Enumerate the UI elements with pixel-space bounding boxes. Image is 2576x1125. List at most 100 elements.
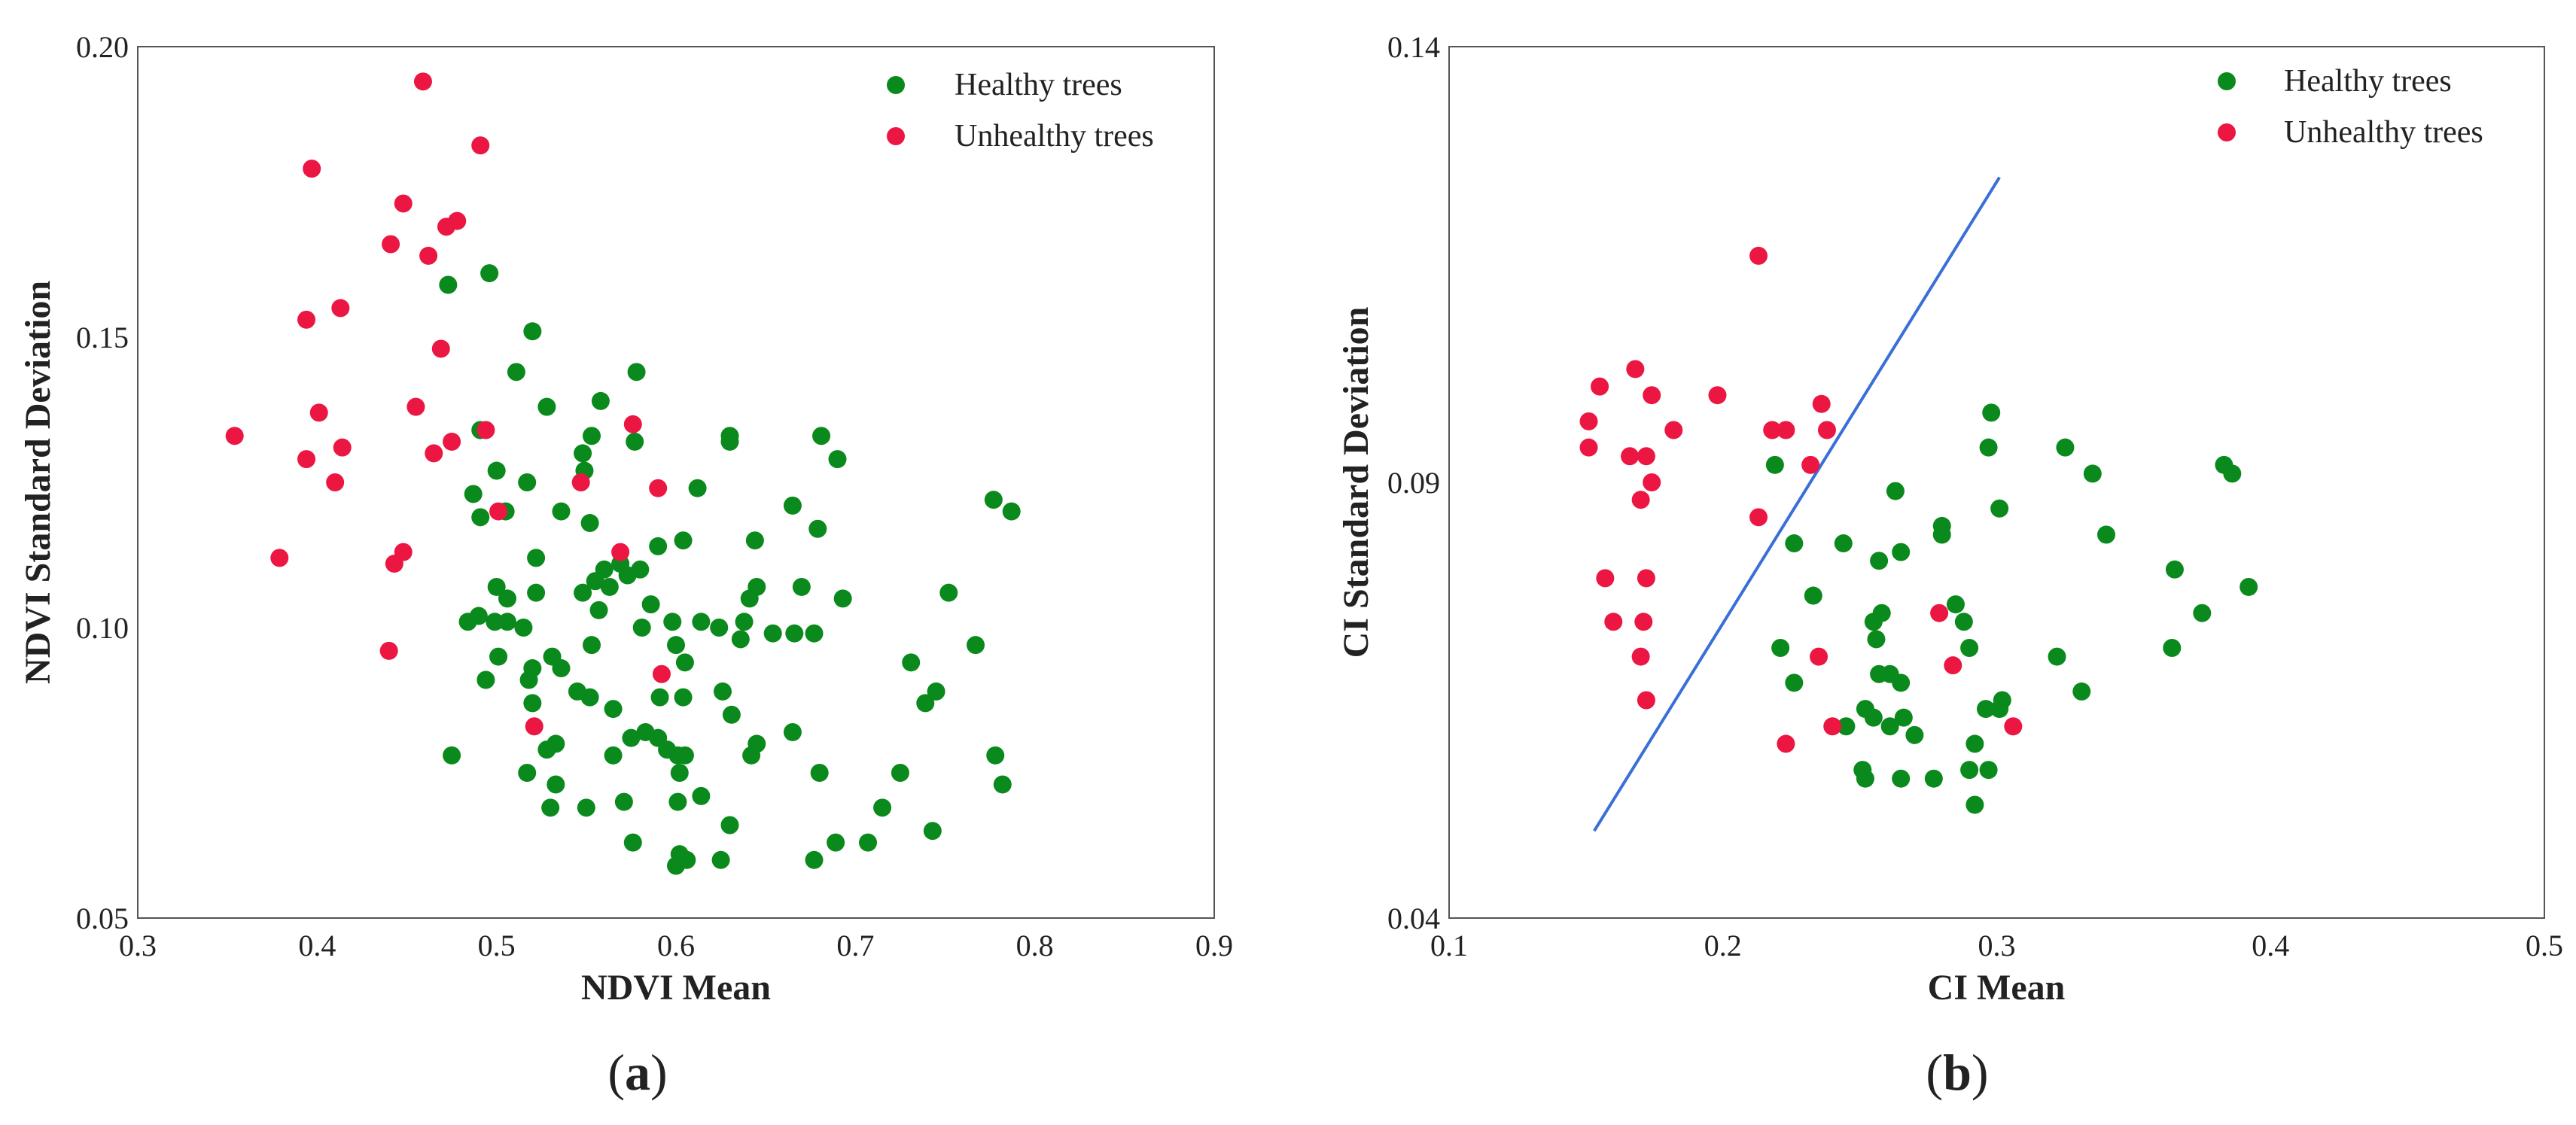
unhealthy-tree-point [425,444,443,463]
healthy-tree-point [582,427,601,445]
healthy-tree-point [623,833,642,852]
unhealthy-tree-point [1763,421,1782,439]
healthy-tree-point [674,531,693,550]
healthy-tree-point [731,630,750,649]
healthy-tree-point [873,798,892,817]
y-tick-label: 0.10 [76,611,129,645]
healthy-tree-point [523,694,542,713]
unhealthy-tree-point [443,432,461,451]
y-tick-label: 0.15 [76,321,129,354]
healthy-tree-point [439,275,458,294]
healthy-tree-point [1892,769,1911,788]
unhealthy-tree-point [1643,473,1661,491]
y-tick-label: 0.09 [1387,466,1440,500]
healthy-tree-point [763,624,782,643]
healthy-tree-point [1960,761,1979,780]
unhealthy-tree-point [1604,613,1623,631]
healthy-tree-point [692,786,711,805]
x-tick-label: 0.4 [298,929,336,962]
healthy-tree-point [808,519,827,538]
healthy-tree-point [1965,795,1984,814]
healthy-tree-point [742,746,761,765]
unhealthy-tree-point [1810,647,1828,666]
healthy-tree-point [722,705,741,724]
healthy-tree-point [498,589,516,608]
healthy-tree-point [1765,455,1784,474]
healthy-tree-point [518,473,537,491]
panel-b-legend: Healthy trees Unhealthy trees [2218,64,2483,150]
healthy-tree-point [2083,464,2102,483]
healthy-tree-point [552,659,571,678]
x-tick-label: 0.8 [1016,929,1054,962]
healthy-tree-point [740,589,759,608]
x-tick-label: 0.6 [657,929,695,962]
unhealthy-tree-point [1591,377,1609,396]
unhealthy-tree-point [1579,412,1598,430]
healthy-tree-point [675,653,694,672]
healthy-tree-point [792,577,811,596]
healthy-tree-point [604,746,623,765]
healthy-tree-point [1979,761,1998,780]
x-tick-label: 0.5 [2526,929,2563,962]
healthy-tree-point [916,694,935,713]
healthy-tree-point [626,432,644,451]
healthy-tree-point [2193,604,2212,622]
healthy-tree-point [783,496,802,515]
healthy-tree-point [2163,639,2182,658]
healthy-tree-point [967,636,985,655]
unhealthy-tree-point [413,72,432,91]
panel-a-legend: Healthy trees Unhealthy trees [887,68,1154,154]
unhealthy-tree-point [1664,421,1683,439]
healthy-tree-point [1880,717,1899,736]
unhealthy-tree-point [1631,491,1650,509]
panel-b-y-axis-title: CI Standard Deviation [1336,307,1376,658]
unhealthy-tree-point [525,717,544,736]
healthy-tree-point [527,583,546,602]
healthy-tree-point [688,479,707,497]
healthy-tree-point [2072,682,2091,701]
healthy-tree-point [692,613,711,631]
panel-b-x-ticks: 0.1 0.2 0.3 0.4 0.5 [1430,929,2563,962]
healthy-tree-point [1864,708,1883,727]
panel-b-legend-unhealthy-label: Unhealthy trees [2284,115,2483,150]
unhealthy-tree-point [1823,717,1842,736]
healthy-tree-point [674,688,693,707]
healthy-tree-point [720,816,739,835]
healthy-tree-point [745,531,764,550]
unhealthy-tree-point [649,479,668,497]
healthy-tree-point [984,491,1003,509]
unhealthy-tree-point [326,473,345,491]
panel-a-x-ticks: 0.3 0.4 0.5 0.6 0.7 0.8 0.9 [119,929,1233,962]
healthy-tree-point [1990,499,2009,518]
unhealthy-tree-point [489,502,508,521]
unhealthy-tree-point [477,421,495,439]
healthy-tree-point [519,670,538,689]
healthy-tree-point [574,583,592,602]
healthy-tree-point [713,682,732,701]
healthy-tree-point [1892,543,1911,561]
healthy-tree-point [986,746,1005,765]
healthy-tree-point [580,688,599,707]
panel-a-legend-healthy-marker [887,76,905,94]
healthy-tree-point [891,764,909,782]
unhealthy-tree-point [1749,246,1768,265]
healthy-tree-point [586,572,604,591]
unhealthy-tree-point [333,438,352,457]
healthy-tree-point [650,688,669,707]
healthy-tree-point [1979,438,1998,457]
panel-a-label: (a) [607,1044,667,1101]
healthy-tree-point [1771,639,1790,658]
healthy-tree-point [487,577,506,596]
panel-b-x-axis-title: CI Mean [1928,968,2066,1008]
panel-b-plot-frame [1448,46,2545,919]
unhealthy-tree-point [2004,717,2023,736]
healthy-tree-point [552,502,571,521]
healthy-tree-point [591,391,610,410]
panel-b-legend-unhealthy-marker [2218,123,2236,141]
healthy-tree-point [443,746,461,765]
unhealthy-tree-point [1626,360,1645,379]
healthy-tree-point [477,670,495,689]
healthy-tree-point [2056,438,2075,457]
healthy-tree-point [720,432,739,451]
